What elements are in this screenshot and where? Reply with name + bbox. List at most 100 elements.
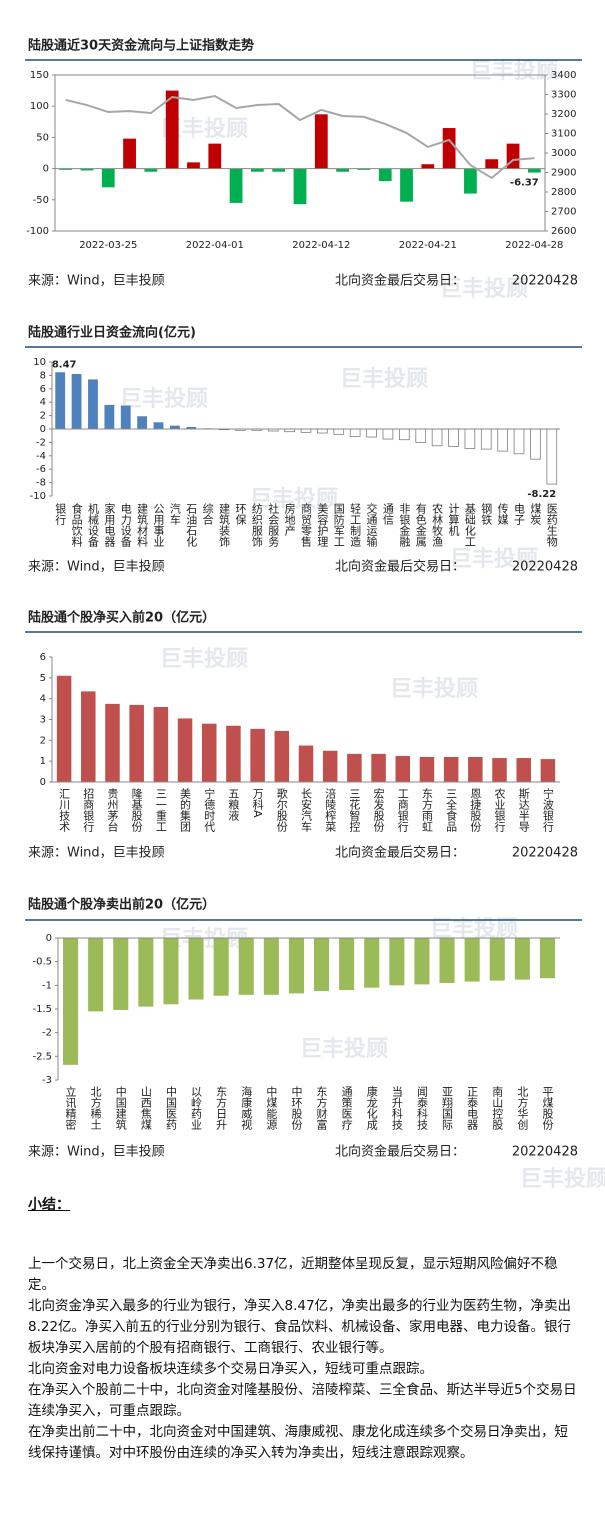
x-tick-label: 美的集团 <box>179 788 192 833</box>
bar <box>59 168 73 170</box>
bar <box>480 428 492 450</box>
bar <box>336 168 349 172</box>
x-tick-label: 宏发股份 <box>372 787 385 833</box>
y2-tick-label: 3200 <box>551 109 576 120</box>
bar <box>443 757 459 782</box>
source: 来源：Wind，巨丰投顾 <box>28 273 165 289</box>
x-tick-label: 房地产 <box>283 503 296 537</box>
bar <box>513 428 525 455</box>
bar <box>186 426 197 429</box>
x-tick-label: 中煤能源 <box>265 1086 278 1131</box>
bar <box>229 168 243 203</box>
y-tick-label: -8 <box>36 478 46 489</box>
last-trade-date: 20220428 <box>512 846 578 861</box>
x-tick-label: 恩捷股份 <box>469 788 482 833</box>
watermark: 巨丰投顾 <box>120 387 208 412</box>
x-tick-label: 亚翔国际 <box>441 1086 454 1131</box>
bar <box>153 707 169 782</box>
last-trade-label: 北向资金最后交易日： <box>335 559 465 575</box>
y-tick-label: 0 <box>46 933 52 944</box>
x-tick-label: 商贸零售 <box>300 502 313 548</box>
chart-title: 陆股通个股净卖出前20（亿元） <box>28 897 215 913</box>
x-tick-label: 东方财富 <box>315 1086 328 1131</box>
y-tick-label: 5 <box>40 673 46 684</box>
bar <box>120 405 131 429</box>
bar <box>364 938 380 988</box>
bar <box>288 938 304 994</box>
bar <box>55 372 66 429</box>
summary-paragraph: 北向资金对电力设备板块连续多个交易日净买入，短线可重点跟踪。 <box>28 1361 433 1377</box>
x-tick-label: 电子 <box>513 503 526 525</box>
index-line <box>65 95 535 180</box>
bar <box>448 428 459 447</box>
bar <box>113 938 129 1010</box>
bar <box>431 428 443 447</box>
y2-tick-label: 3100 <box>551 129 576 140</box>
chart-title: 陆股通个股净买入前20（亿元） <box>28 610 215 626</box>
bar <box>169 425 180 429</box>
bar <box>371 753 386 782</box>
bar <box>129 704 144 782</box>
x-tick-label: 建筑装饰 <box>218 502 231 547</box>
x-tick-label: 东方雨虹 <box>420 788 433 832</box>
y-tick-label: -100 <box>26 226 49 237</box>
bar <box>88 938 104 1012</box>
bar <box>153 422 164 429</box>
x-tick-label: 南山控股 <box>491 1086 504 1131</box>
bar <box>263 938 279 995</box>
x-tick-label: 中环股份 <box>290 1086 303 1131</box>
bar <box>399 428 410 441</box>
source: 来源：Wind，巨丰投顾 <box>28 1144 165 1160</box>
bar <box>213 938 229 996</box>
x-tick-label: 机械设备 <box>86 502 99 548</box>
bar <box>378 168 392 182</box>
x-tick-label: 环保 <box>234 503 247 526</box>
watermark: 巨丰投顾 <box>520 1167 605 1190</box>
summary-heading: 小结： <box>28 1197 70 1213</box>
bar <box>144 168 158 172</box>
bar <box>492 758 507 782</box>
summary-paragraph: 上一个交易日，北上资金全天净卖出6.37亿，近期整体呈现反复，显示短期风险偏好不… <box>28 1256 558 1293</box>
y-tick-label: 3 <box>40 715 46 726</box>
chart-title: 陆股通近30天资金流向与上证指数走势 <box>28 38 254 54</box>
x-tick-label: 轻工制造 <box>349 502 362 547</box>
bar <box>419 757 435 782</box>
y2-tick-label: 3400 <box>551 70 576 81</box>
bar <box>201 723 217 782</box>
y-tick-label: -10 <box>30 491 46 502</box>
bar <box>347 753 362 782</box>
watermark: 巨丰投顾 <box>450 547 538 572</box>
x-tick-label: 东方日升 <box>215 1086 228 1131</box>
x-tick-label: 石油石化 <box>185 503 198 548</box>
bar <box>489 938 505 981</box>
data-label: 8.47 <box>52 359 77 370</box>
bar <box>530 428 541 460</box>
x-tick-label: 涪陵榨菜 <box>324 787 337 833</box>
summary-paragraph: 北向资金净买入最多的行业为银行，净买入8.47亿，净卖出最多的行业为医药生物，净… <box>28 1298 572 1356</box>
x-tick-label: 有色金属 <box>414 502 427 548</box>
x-tick-label: 宁波银行 <box>541 787 554 833</box>
x-tick-label: 银行 <box>54 502 67 526</box>
bar <box>400 168 413 202</box>
y-tick-label: 1 <box>40 756 46 767</box>
y-tick-label: 0 <box>43 164 49 175</box>
bar <box>382 428 394 440</box>
x-tick-label: 海康威视 <box>240 1085 253 1130</box>
x-tick-label: 招商银行 <box>82 787 95 833</box>
bar <box>250 728 265 782</box>
x-tick-label: 三花智控 <box>348 788 361 832</box>
x-tick-label: 贵州茅台 <box>106 788 119 832</box>
watermark: 巨丰投顾 <box>340 367 428 392</box>
bar <box>187 162 200 169</box>
bar <box>464 428 476 449</box>
bar <box>322 750 338 782</box>
bar <box>274 730 290 782</box>
bar <box>138 938 154 1007</box>
bar <box>485 159 499 169</box>
y2-tick-label: 3300 <box>551 90 576 101</box>
y-tick-label: 4 <box>40 397 46 408</box>
x-tick-label: 国防军工 <box>332 503 345 547</box>
bar <box>415 428 427 443</box>
bar <box>71 374 82 429</box>
watermark: 巨丰投顾 <box>390 677 478 702</box>
